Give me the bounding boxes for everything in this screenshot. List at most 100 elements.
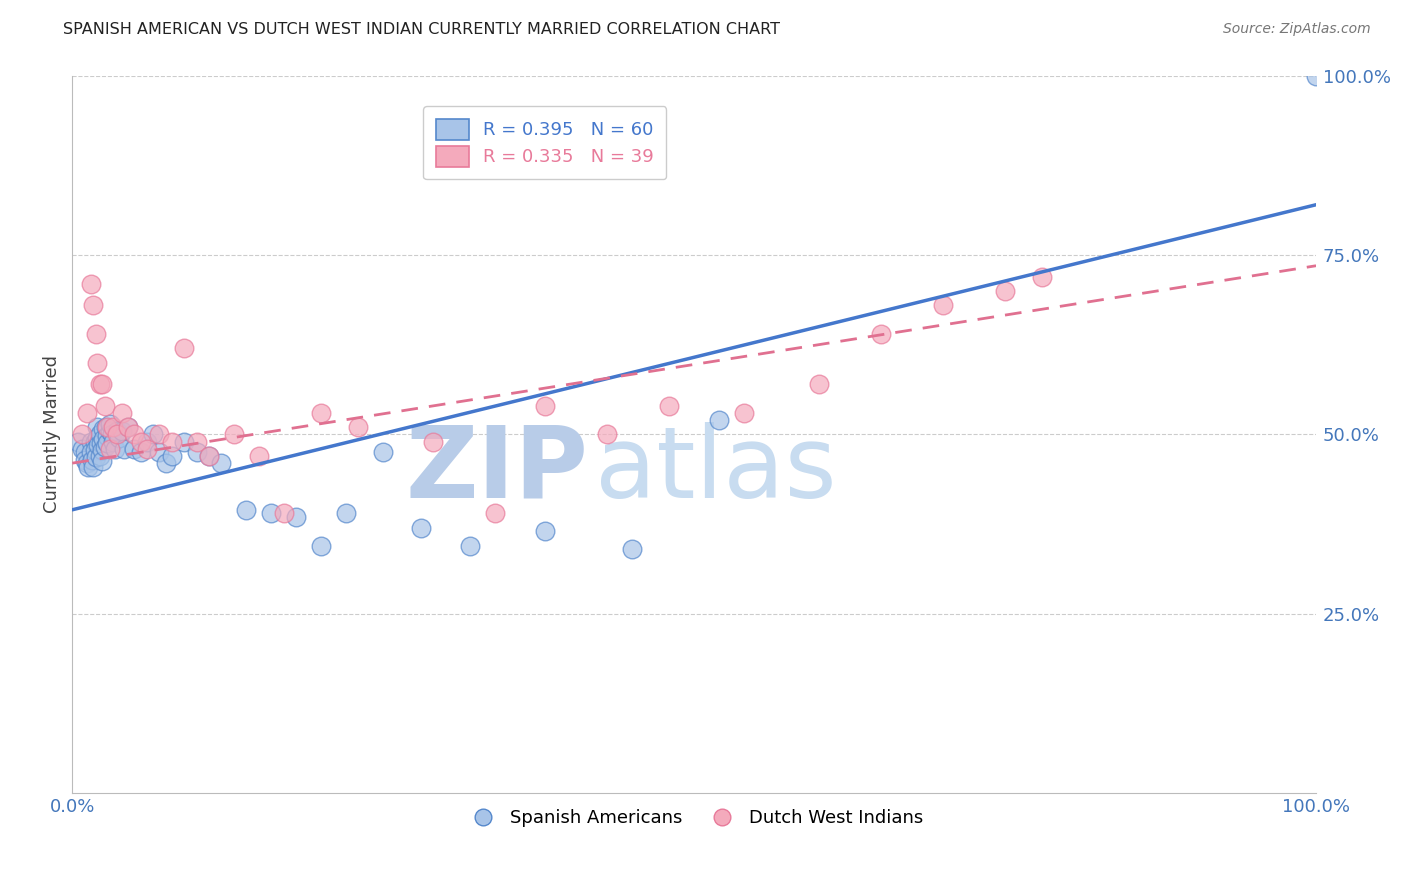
Y-axis label: Currently Married: Currently Married [44, 355, 60, 514]
Point [83, 434, 105, 449]
Point [82, 298, 104, 312]
Point [160, 434, 183, 449]
Point [90, 436, 112, 450]
Point [111, 424, 134, 438]
Point [148, 427, 170, 442]
Point [87, 438, 110, 452]
Point [222, 427, 245, 442]
Point [105, 424, 128, 438]
Point [422, 434, 444, 449]
Point [98, 424, 121, 438]
Point [235, 503, 257, 517]
Point [70, 442, 93, 456]
Point [620, 542, 643, 557]
Point [77, 459, 100, 474]
Point [96, 420, 118, 434]
Point [73, 452, 96, 467]
Point [309, 539, 332, 553]
Point [83, 443, 105, 458]
Point [534, 524, 557, 539]
Point [101, 427, 124, 442]
Point [70, 427, 93, 442]
Point [129, 445, 152, 459]
Point [76, 456, 98, 470]
Point [129, 434, 152, 449]
Point [93, 399, 115, 413]
Point [91, 377, 114, 392]
Point [534, 399, 557, 413]
Point [117, 420, 139, 434]
Text: SPANISH AMERICAN VS DUTCH WEST INDIAN CURRENTLY MARRIED CORRELATION CHART: SPANISH AMERICAN VS DUTCH WEST INDIAN CU… [63, 22, 780, 37]
Point [91, 433, 114, 447]
Point [484, 507, 506, 521]
Point [103, 442, 125, 456]
Point [86, 356, 108, 370]
Point [98, 442, 121, 456]
Point [117, 420, 139, 434]
Point [96, 436, 118, 450]
Point [1305, 69, 1327, 83]
Point [89, 427, 111, 442]
Point [73, 445, 96, 459]
Point [198, 449, 221, 463]
Point [160, 449, 183, 463]
Point [211, 456, 233, 470]
Point [409, 521, 432, 535]
Point [869, 326, 891, 341]
Point [86, 431, 108, 445]
Point [82, 459, 104, 474]
Point [91, 454, 114, 468]
Point [103, 434, 125, 449]
Point [124, 442, 146, 456]
Point [94, 420, 117, 434]
Point [273, 507, 295, 521]
Point [186, 445, 208, 459]
Point [84, 326, 107, 341]
Point [76, 406, 98, 420]
Point [260, 507, 283, 521]
Point [707, 413, 730, 427]
Point [108, 431, 131, 445]
Text: atlas: atlas [595, 422, 837, 519]
Point [96, 429, 118, 443]
Point [155, 456, 177, 470]
Text: ZIP: ZIP [405, 422, 589, 519]
Point [347, 420, 370, 434]
Point [596, 427, 619, 442]
Point [733, 406, 755, 420]
Point [994, 284, 1017, 298]
Point [124, 427, 146, 442]
Point [91, 443, 114, 458]
Point [86, 420, 108, 434]
Point [80, 277, 103, 291]
Point [285, 510, 308, 524]
Point [198, 449, 221, 463]
Point [335, 507, 357, 521]
Legend: Spanish Americans, Dutch West Indians: Spanish Americans, Dutch West Indians [457, 802, 931, 835]
Point [373, 445, 395, 459]
Point [173, 434, 195, 449]
Text: Source: ZipAtlas.com: Source: ZipAtlas.com [1223, 22, 1371, 37]
Point [105, 427, 128, 442]
Point [82, 452, 104, 467]
Point [186, 434, 208, 449]
Point [142, 427, 165, 442]
Point [103, 420, 125, 434]
Point [89, 449, 111, 463]
Point [89, 377, 111, 392]
Point [135, 442, 157, 456]
Point [84, 450, 107, 465]
Point [458, 539, 481, 553]
Point [135, 434, 157, 449]
Point [932, 298, 955, 312]
Point [1031, 269, 1053, 284]
Point [148, 445, 170, 459]
Point [247, 449, 270, 463]
Point [658, 399, 681, 413]
Point [80, 445, 103, 459]
Point [114, 442, 136, 456]
Point [807, 377, 830, 392]
Point [93, 440, 115, 454]
Point [91, 422, 114, 436]
Point [98, 417, 121, 431]
